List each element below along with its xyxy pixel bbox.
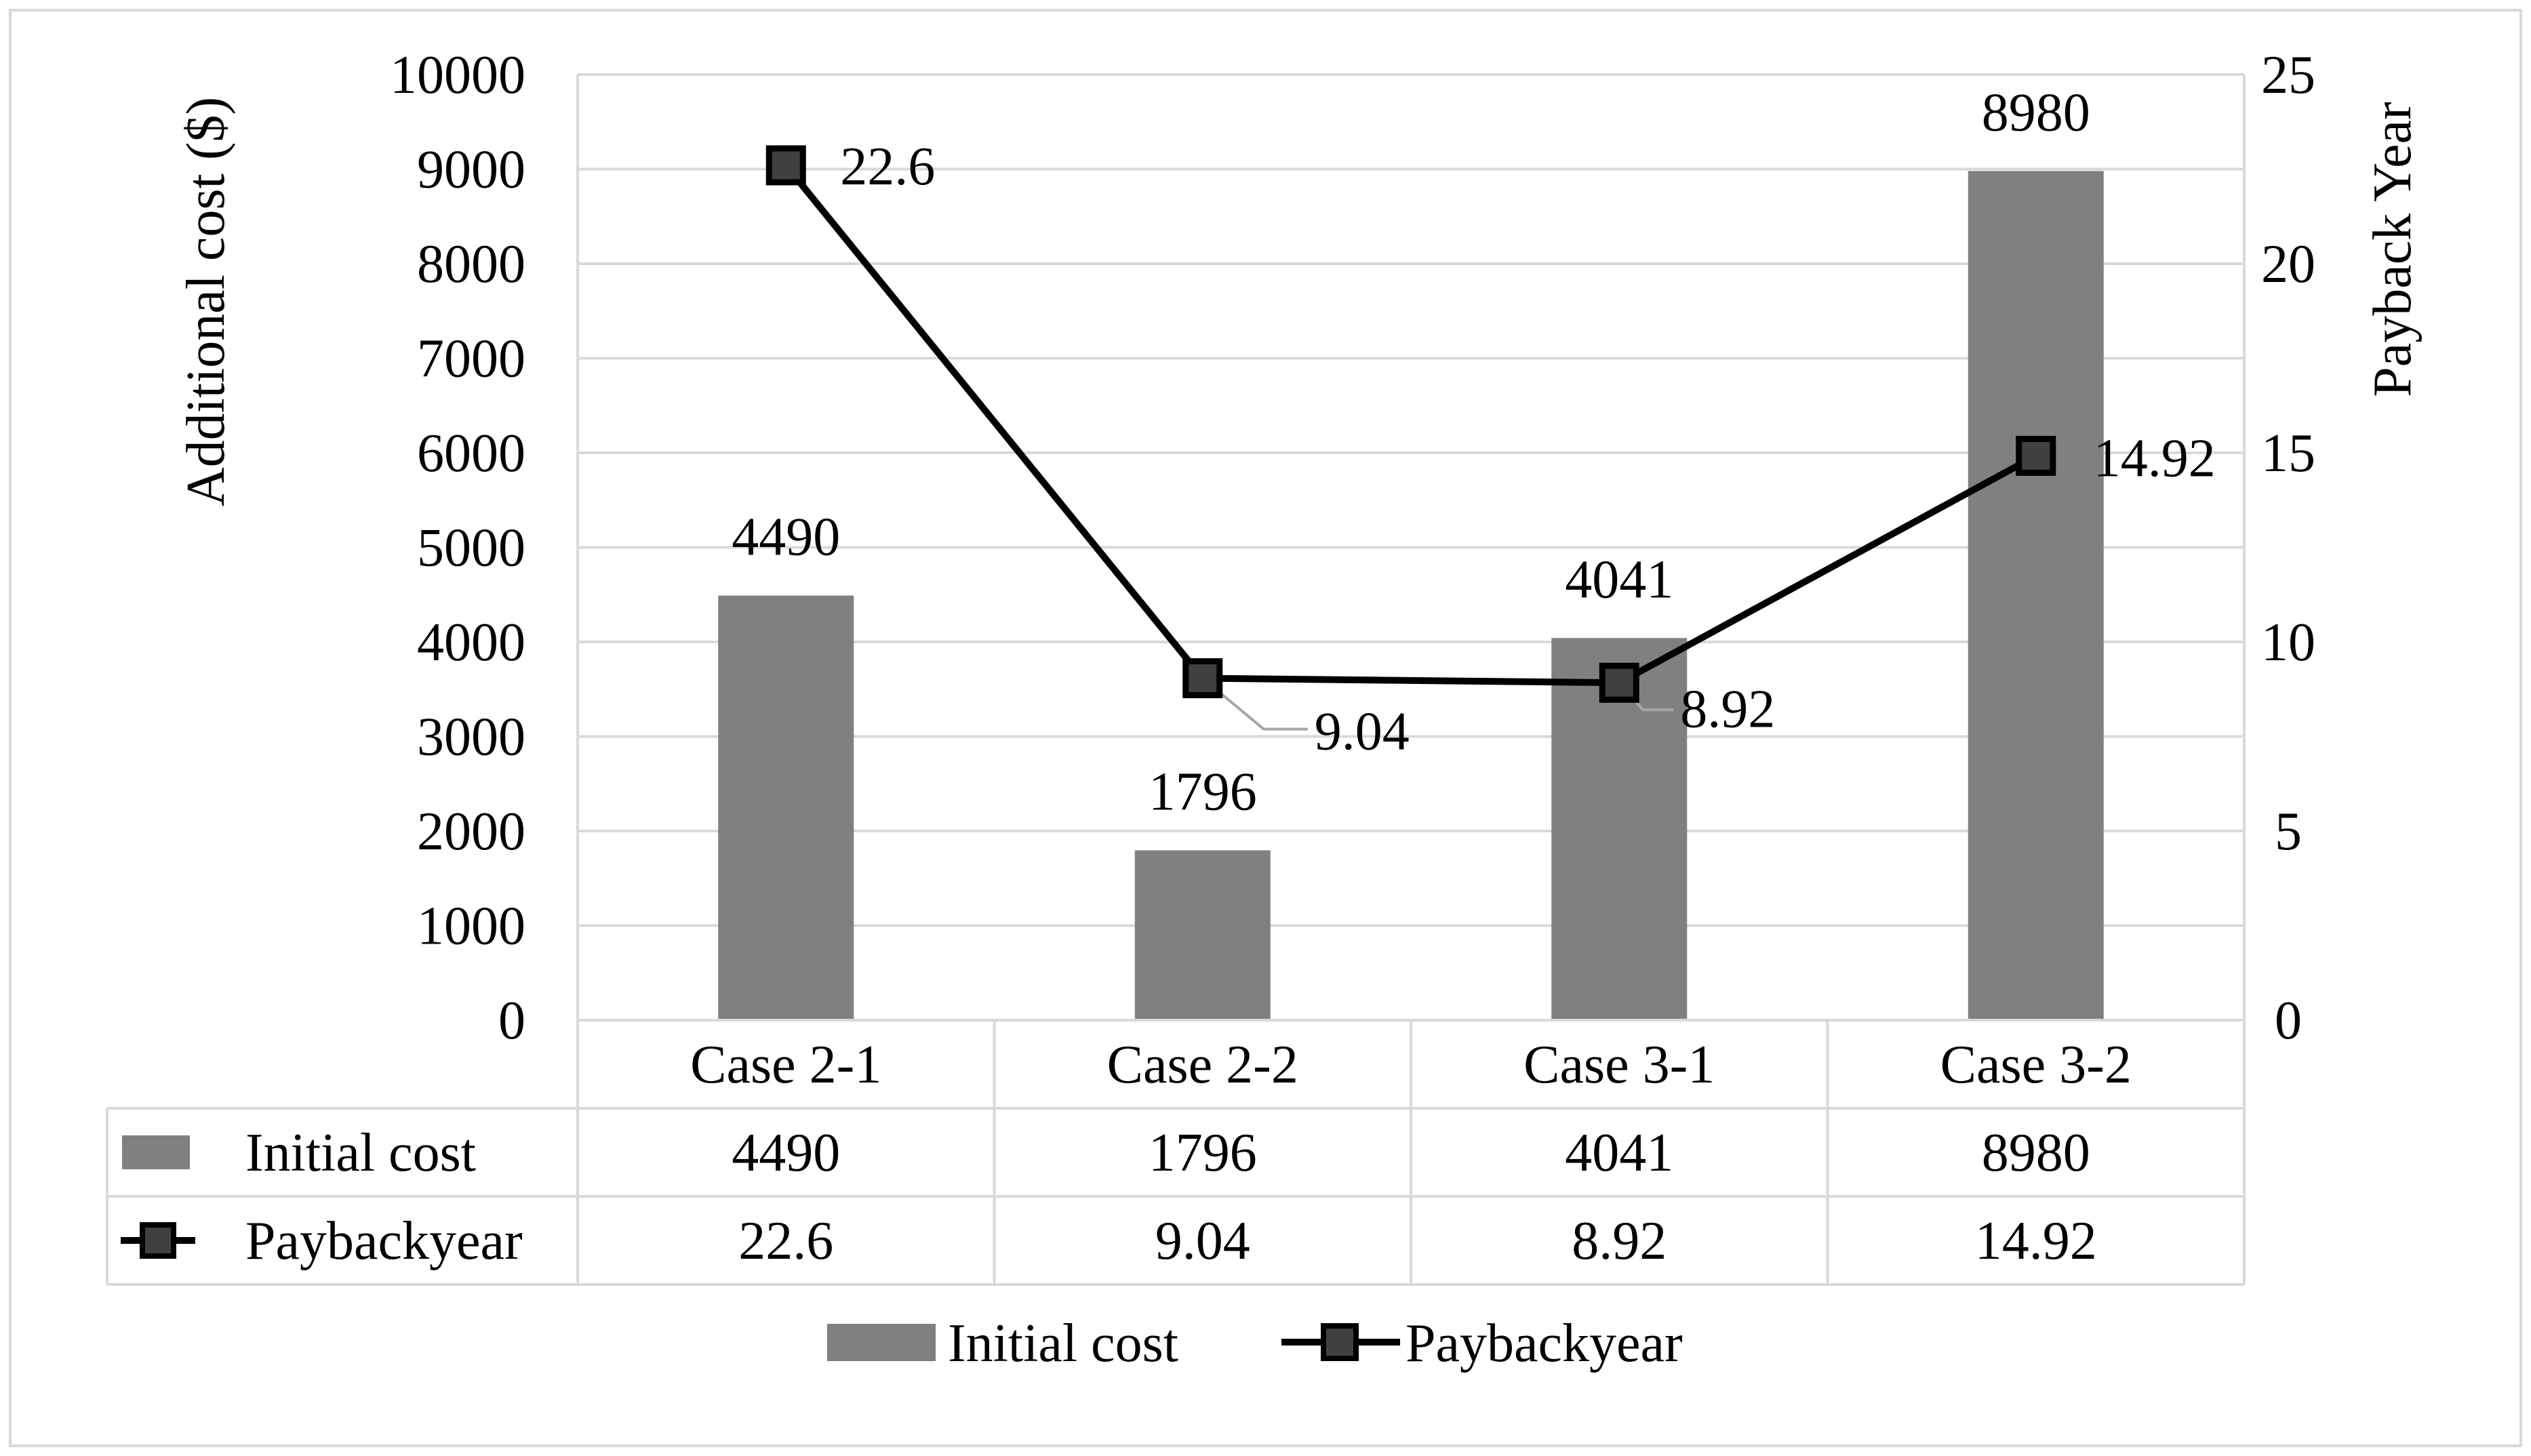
legend-label: Initial cost [948, 1314, 1178, 1373]
legend: Initial cost Paybackyear [827, 1314, 1683, 1373]
line-marker [1599, 662, 1639, 703]
legend-key-bar [122, 1135, 190, 1169]
left-tick-label: 1000 [417, 897, 525, 956]
bar-data-label: 4490 [732, 508, 840, 567]
bar [1968, 171, 2104, 1020]
left-tick-label: 4000 [417, 613, 525, 672]
left-tick-label: 0 [498, 991, 525, 1051]
line-data-label: 9.04 [1315, 702, 1410, 762]
line-data-label: 22.6 [840, 137, 935, 197]
right-tick-label: 10 [2261, 613, 2315, 672]
line-marker [1182, 658, 1223, 699]
bar [718, 595, 854, 1020]
table-cell: 4041 [1565, 1123, 1673, 1183]
bar-data-labels: 4490 1796 4041 8980 [732, 83, 2090, 822]
bar [1134, 850, 1271, 1020]
category-label: Case 2-1 [690, 1035, 881, 1095]
table-cell: 1796 [1149, 1123, 1257, 1183]
category-label: Case 3-2 [1940, 1035, 2132, 1095]
right-tick-label: 5 [2275, 802, 2302, 862]
line-data-labels: 22.6 9.04 8.92 14.92 [840, 137, 2216, 762]
category-label: Case 2-2 [1107, 1035, 1298, 1095]
table-cell: 14.92 [1975, 1211, 2097, 1271]
right-axis-ticks: 0 5 10 15 20 25 [2261, 45, 2315, 1051]
left-axis-title: Additional cost ($) [176, 97, 236, 506]
left-tick-label: 3000 [417, 708, 525, 767]
left-tick-label: 10000 [390, 45, 525, 105]
data-table: Case 2-1 4490 22.6 Case 2-2 1796 9.04 Case 3-1… [106, 1019, 2246, 1286]
table-cell: 22.6 [738, 1211, 833, 1271]
table-cell: 9.04 [1155, 1211, 1250, 1271]
left-tick-label: 2000 [417, 802, 525, 862]
series-line [783, 163, 2038, 687]
left-tick-label: 6000 [417, 424, 525, 483]
category-label: Case 3-1 [1523, 1035, 1715, 1095]
line-marker [765, 145, 806, 186]
line-data-label: 14.92 [2094, 428, 2216, 488]
right-tick-label: 20 [2261, 235, 2315, 294]
row-header: Paybackyear [245, 1211, 523, 1271]
line-data-label: 8.92 [1680, 679, 1775, 739]
left-tick-label: 9000 [417, 140, 525, 200]
table-cell: 8.92 [1572, 1211, 1667, 1271]
right-tick-label: 25 [2261, 45, 2315, 105]
bar-data-label: 8980 [1982, 83, 2090, 142]
right-tick-label: 15 [2261, 424, 2315, 483]
right-axis-title: Payback Year [2363, 102, 2423, 397]
left-tick-label: 5000 [417, 519, 525, 578]
bar-data-label: 1796 [1149, 762, 1257, 822]
bar-data-label: 4041 [1565, 550, 1673, 609]
table-cell: 4490 [732, 1123, 840, 1183]
line-series-paybackyear [765, 145, 2056, 703]
legend-swatch-marker [1321, 1323, 1359, 1361]
table-cell: 8980 [1982, 1123, 2090, 1183]
legend-swatch-bar [827, 1324, 936, 1361]
row-header: Initial cost [245, 1123, 476, 1183]
left-tick-label: 8000 [417, 235, 525, 294]
left-axis-ticks: 0 1000 2000 3000 4000 5000 6000 7000 8000 9000 100… [390, 45, 525, 1051]
line-marker [2016, 435, 2056, 476]
legend-label: Paybackyear [1406, 1314, 1683, 1373]
legend-key-marker [140, 1222, 176, 1259]
leader-line [1201, 677, 1308, 731]
right-tick-label: 0 [2275, 991, 2302, 1051]
left-tick-label: 7000 [417, 329, 525, 389]
